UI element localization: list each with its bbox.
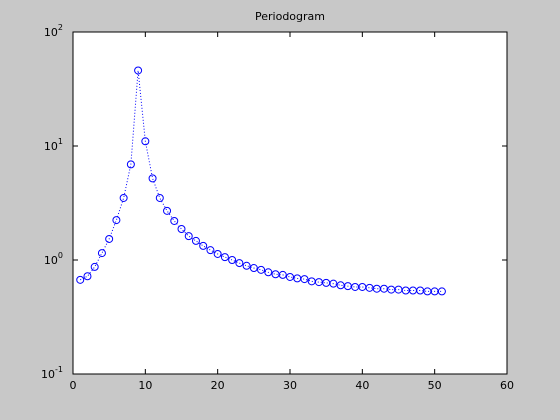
y-tick-base: 10 (44, 254, 58, 267)
x-tick-label: 20 (211, 379, 225, 392)
x-tick-label: 40 (355, 379, 369, 392)
chart-title: Periodogram (255, 10, 325, 23)
y-tick-exponent: 2 (58, 23, 63, 32)
data-point (112, 216, 121, 225)
y-tick-label: 10-1 (41, 365, 63, 381)
y-tick-label: 101 (44, 137, 63, 153)
y-tick-exponent: 1 (58, 137, 63, 146)
data-point (235, 259, 244, 268)
data-point (437, 287, 446, 296)
x-tick-label: 0 (70, 379, 77, 392)
data-point (220, 253, 229, 262)
data-point (76, 275, 85, 284)
y-tick-exponent: -1 (55, 365, 63, 374)
data-point (300, 275, 309, 284)
data-point (228, 256, 237, 264)
y-tick-exponent: 0 (58, 251, 63, 260)
data-point (249, 264, 258, 273)
data-point (213, 249, 222, 258)
data-point (155, 193, 164, 202)
data-point (83, 272, 92, 281)
x-tick-label: 50 (428, 379, 442, 392)
y-tick-base: 10 (44, 140, 58, 153)
data-point (206, 246, 215, 255)
data-point (329, 279, 338, 288)
data-point (191, 236, 200, 245)
x-tick-label: 10 (138, 379, 152, 392)
data-point (257, 265, 266, 274)
y-tick-base: 10 (44, 26, 58, 39)
data-point (105, 234, 114, 243)
data-point (163, 206, 172, 215)
data-point (97, 249, 106, 258)
data-point (119, 193, 128, 202)
data-point (199, 241, 208, 250)
data-point (126, 160, 135, 169)
y-tick-base: 10 (41, 368, 55, 381)
data-point (148, 174, 157, 183)
data-point (184, 232, 193, 241)
data-point (90, 262, 99, 271)
x-tick-label: 30 (283, 379, 297, 392)
data-point (242, 261, 251, 270)
y-tick-label: 102 (44, 23, 63, 39)
data-point (177, 225, 186, 234)
y-tick-label: 100 (44, 251, 63, 267)
data-point (141, 137, 150, 146)
data-point (278, 270, 287, 279)
plot-area (72, 31, 508, 375)
data-point (134, 66, 143, 75)
data-point (170, 216, 179, 225)
x-tick-label: 60 (500, 379, 514, 392)
data-point (264, 268, 273, 277)
